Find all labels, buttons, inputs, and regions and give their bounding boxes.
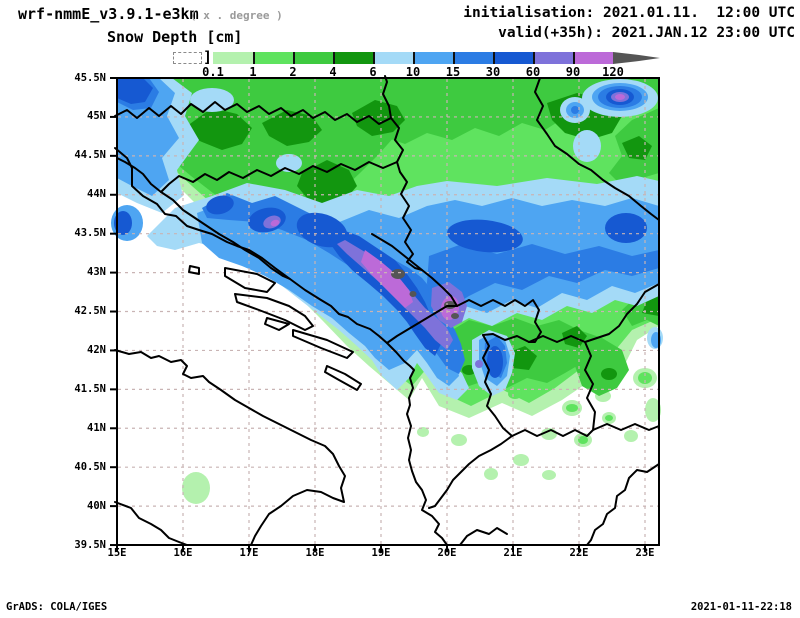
coastlines-borders <box>114 75 660 546</box>
lon-tick-label: 17E <box>239 547 259 559</box>
legend-tick-label: 10 <box>405 65 421 79</box>
lon-tick-label: 15E <box>107 547 127 559</box>
valid-value: 2021.JAN.12 23:00 UTC <box>611 25 795 41</box>
valid-label: valid(+35h): <box>498 25 603 41</box>
lat-tick-label: 44.5N <box>74 149 106 162</box>
legend-segment <box>373 52 413 64</box>
legend-segment <box>293 52 333 64</box>
initialisation-line: initialisation: 2021.01.11. 12:00 UTC <box>463 5 795 21</box>
lon-axis: 15E 16E 17E 18E 19E 20E 21E 22E 23E <box>108 547 659 561</box>
legend-tick-label: 90 <box>565 65 581 79</box>
model-title: wrf-nmmE_v3.9.1-e3km <box>18 5 199 23</box>
lat-tick-label: 43.5N <box>74 227 106 240</box>
legend-segment <box>453 52 493 64</box>
lat-tick-label: 39.5N <box>74 538 106 551</box>
below-minimum-box <box>173 52 202 64</box>
lon-tick-label: 18E <box>305 547 325 559</box>
lat-tick-label: 44N <box>87 188 106 201</box>
legend-bracket: ] <box>203 48 213 66</box>
lon-tick-label: 20E <box>437 547 457 559</box>
lat-tick-label: 41N <box>87 421 106 434</box>
lat-tick-label: 42N <box>87 343 106 356</box>
lat-tick-label: 41.5N <box>74 382 106 395</box>
legend-tick-label: 1 <box>249 65 257 79</box>
initialisation-label: initialisation: <box>463 5 595 21</box>
overflow-arrow-icon <box>613 52 660 64</box>
legend-tick-label: 15 <box>445 65 461 79</box>
legend-segment <box>213 52 253 64</box>
lon-tick-label: 22E <box>569 547 589 559</box>
valid-line: valid(+35h): 2021.JAN.12 23:00 UTC <box>498 25 795 41</box>
plot-title: Snow Depth [cm] <box>107 28 243 46</box>
axis-ticks <box>110 77 646 552</box>
legend-tick-label: 2 <box>289 65 297 79</box>
lat-tick-label: 45N <box>87 110 106 123</box>
legend-tick-label: 4 <box>329 65 337 79</box>
snow-field <box>111 78 663 504</box>
legend-tick-label: 30 <box>485 65 501 79</box>
lon-tick-label: 23E <box>635 547 655 559</box>
legend-segment <box>573 52 613 64</box>
lon-tick-label: 16E <box>173 547 193 559</box>
model-title-suffix: ( x . degree ) <box>190 9 283 22</box>
lat-axis: 45.5N 45N 44.5N 44N 43.5N 43N 42.5N 42N 41.5N 41N… <box>56 72 110 551</box>
legend-segment <box>333 52 373 64</box>
legend-tick-label: 6 <box>369 65 377 79</box>
legend-tick-label: 120 <box>602 65 624 79</box>
lat-tick-label: 45.5N <box>74 71 106 84</box>
legend-segment <box>253 52 293 64</box>
lon-tick-label: 19E <box>371 547 391 559</box>
lat-tick-label: 40.5N <box>74 460 106 473</box>
lon-tick-label: 21E <box>503 547 523 559</box>
map-canvas <box>107 68 669 555</box>
initialisation-value: 2021.01.11. 12:00 UTC <box>602 5 795 21</box>
legend-tick-label: 0.1 <box>202 65 224 79</box>
lat-tick-label: 43N <box>87 266 106 279</box>
legend-segment <box>533 52 573 64</box>
lat-tick-label: 42.5N <box>74 305 106 318</box>
lat-tick-label: 40N <box>87 499 106 512</box>
creation-timestamp: 2021-01-11-22:18 <box>690 601 792 613</box>
snow-depth-map <box>110 75 663 552</box>
legend-segment <box>493 52 533 64</box>
grads-credit: GrADS: COLA/IGES <box>6 601 108 613</box>
colorbar-legend: ] 0.1 1 2 4 6 10 15 30 60 90 120 <box>173 48 673 82</box>
legend-tick-label: 60 <box>525 65 541 79</box>
legend-segment <box>413 52 453 64</box>
